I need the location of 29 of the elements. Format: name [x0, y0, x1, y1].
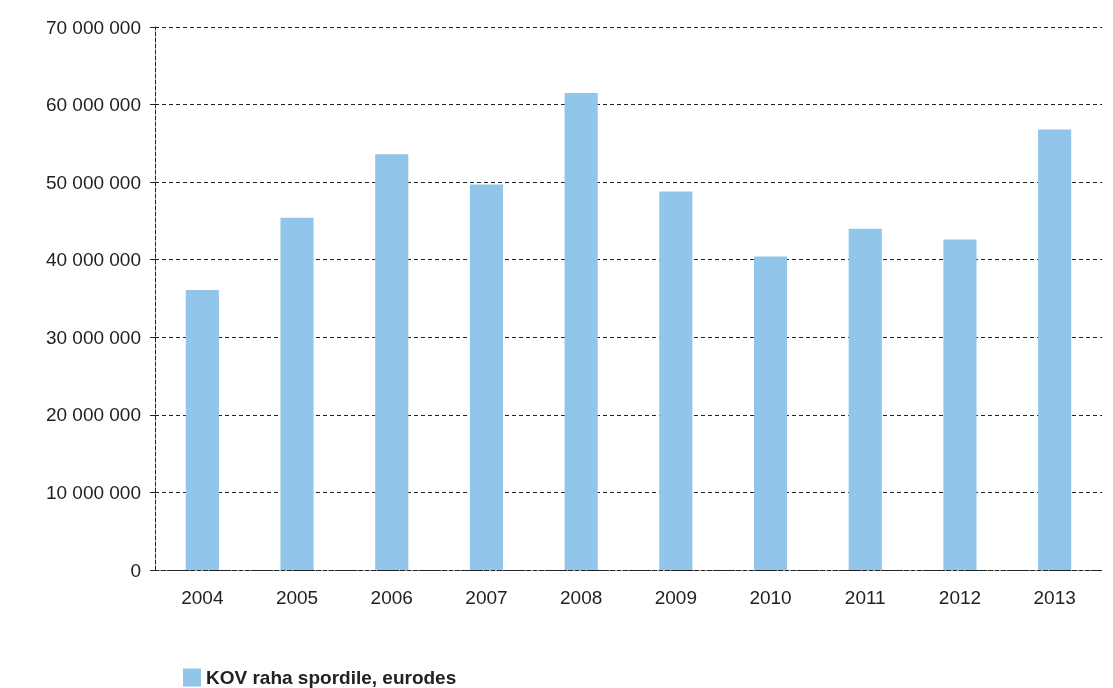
x-tick-label: 2005	[275, 587, 319, 608]
x-tick-label: 2009	[654, 587, 697, 608]
x-tick-label: 2011	[844, 587, 886, 608]
bar	[1038, 129, 1072, 570]
x-tick-label: 2012	[938, 587, 982, 608]
bar	[753, 256, 788, 570]
legend-label: KOV raha spordile, eurodes	[206, 667, 457, 688]
y-tick-label: 50 000 000	[45, 171, 141, 193]
bar	[659, 191, 693, 570]
y-tick-label: 40 000 000	[45, 249, 141, 271]
y-tick-label: 10 000 000	[45, 481, 141, 503]
y-tick-label: 0	[130, 559, 141, 581]
x-tick-label: 2010	[749, 587, 792, 608]
x-tick-label: 2004	[181, 587, 224, 608]
bar	[185, 289, 219, 570]
y-tick-label: 70 000 000	[45, 16, 141, 38]
bar	[280, 217, 314, 570]
bar	[848, 228, 882, 570]
bar	[564, 92, 598, 570]
bar	[469, 184, 504, 570]
bar	[375, 154, 409, 570]
x-tick-label: 2006	[370, 587, 413, 608]
y-tick-label: 30 000 000	[45, 326, 141, 348]
y-tick-label: 20 000 000	[45, 404, 141, 426]
y-tick-label: 60 000 000	[45, 94, 141, 116]
x-tick-label: 2007	[465, 587, 508, 608]
x-tick-label: 2008	[560, 587, 603, 608]
bar	[943, 239, 977, 570]
x-tick-label: 2013	[1033, 587, 1076, 608]
